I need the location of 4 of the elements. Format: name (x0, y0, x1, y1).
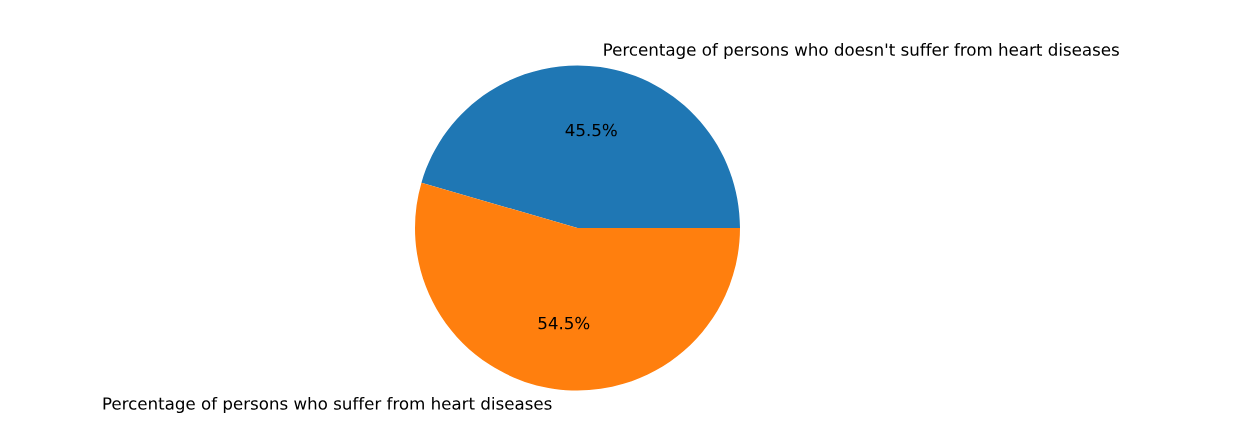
slice-label: Percentage of persons who doesn't suffer from heart diseases (604, 42, 1119, 60)
data-label: 45.5% (565, 123, 617, 137)
slice-label: Percentage of persons who suffer from heart diseases (103, 396, 552, 414)
data-label: 54.5% (538, 316, 590, 330)
